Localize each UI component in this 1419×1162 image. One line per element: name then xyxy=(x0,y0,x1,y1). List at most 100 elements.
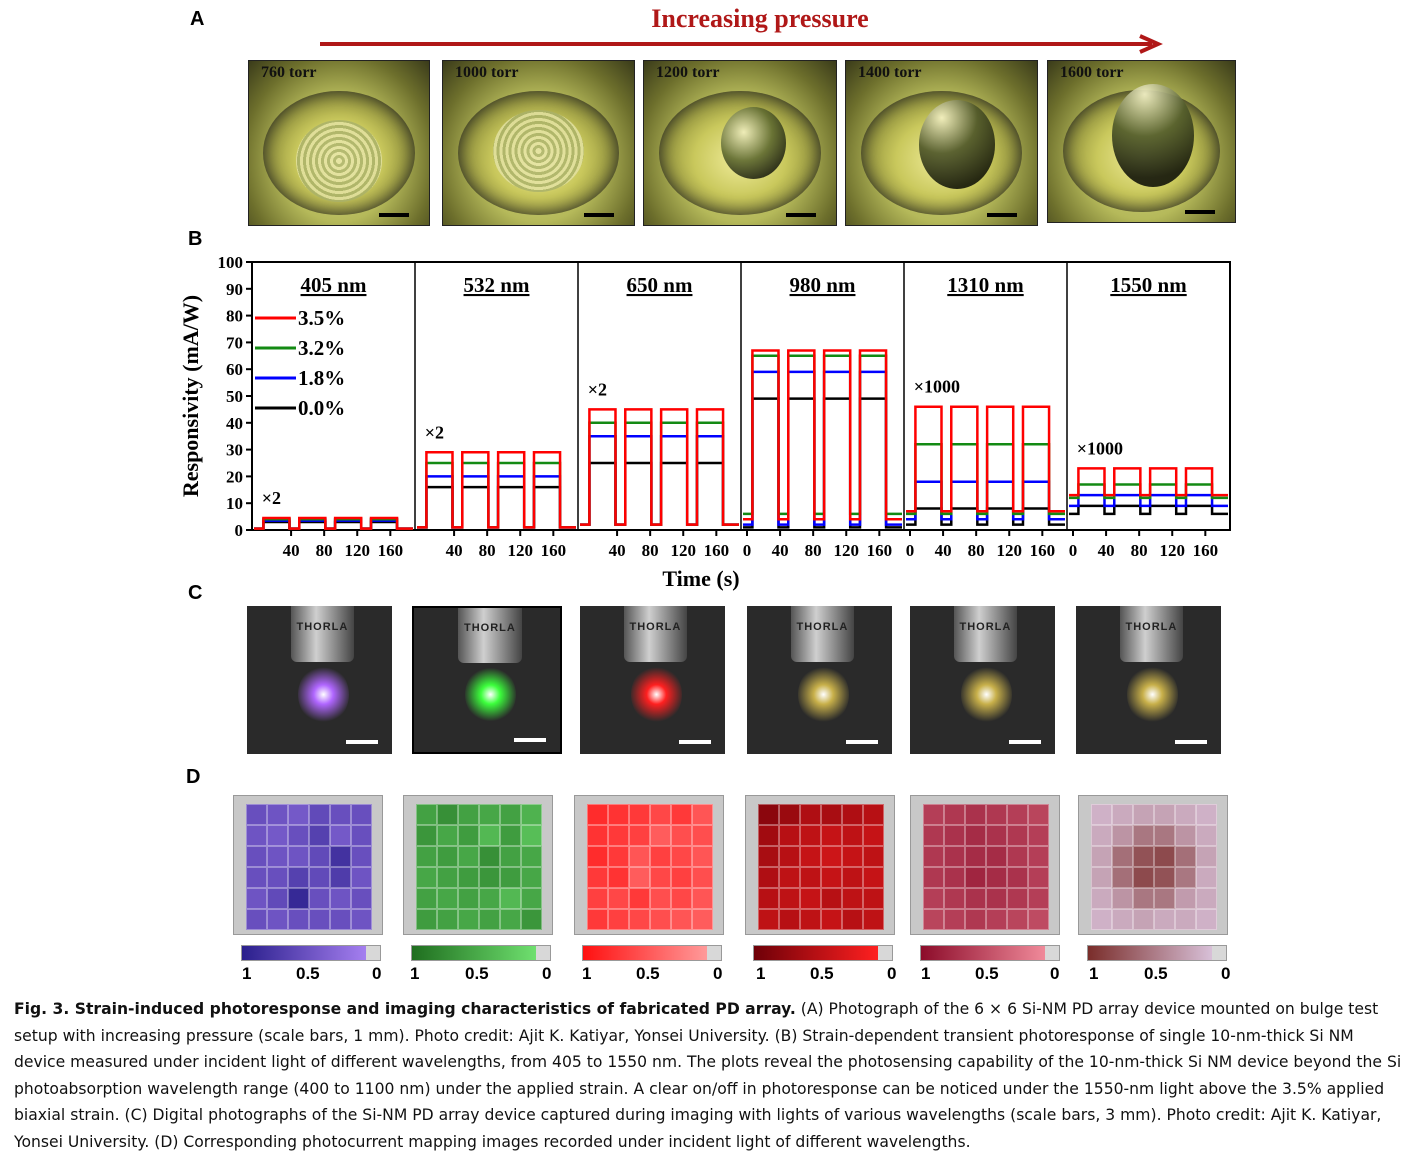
colorbar-label: 1 xyxy=(756,964,766,983)
map-cell xyxy=(800,909,821,930)
map-cell xyxy=(1007,804,1028,825)
map-cell xyxy=(608,888,629,909)
map-cell xyxy=(863,825,884,846)
photo-pressure-1: 760 torr xyxy=(248,60,430,226)
map-cell xyxy=(437,888,458,909)
map-cell xyxy=(779,804,800,825)
map-cell xyxy=(500,909,521,930)
y-tick-label: 70 xyxy=(226,333,243,352)
trace-3-5pct xyxy=(1069,467,1228,497)
map-cell xyxy=(1007,867,1028,888)
photo-imaging-3: THORLA xyxy=(580,606,725,754)
photocurrent-map-1 xyxy=(233,795,383,935)
x-tick-label: 120 xyxy=(670,541,696,560)
map-cell xyxy=(309,867,330,888)
x-tick-label: 40 xyxy=(772,541,789,560)
scale-bar xyxy=(846,740,878,744)
x-tick-label: 0 xyxy=(743,541,752,560)
map-cell xyxy=(1091,888,1112,909)
map-cell xyxy=(416,846,437,867)
scale-bar xyxy=(379,213,409,217)
map-cell xyxy=(923,825,944,846)
map-cell xyxy=(1133,888,1154,909)
colorbar-label: 1 xyxy=(1089,964,1099,983)
photo-imaging-4: THORLA xyxy=(747,606,892,754)
map-cell xyxy=(458,804,479,825)
trace-3-2pct xyxy=(580,421,739,526)
map-cell xyxy=(479,867,500,888)
map-cell xyxy=(671,804,692,825)
x-tick-label: 120 xyxy=(833,541,859,560)
trace-1-8pct xyxy=(906,480,1065,521)
trace-3-2pct xyxy=(1069,483,1228,500)
map-cell xyxy=(779,867,800,888)
map-cell xyxy=(267,867,288,888)
map-cell xyxy=(842,888,863,909)
map-cell xyxy=(608,846,629,867)
trace-3-5pct xyxy=(580,408,739,526)
map-cell xyxy=(330,846,351,867)
map-cell xyxy=(965,825,986,846)
map-cell xyxy=(521,804,542,825)
map-cell xyxy=(650,909,671,930)
map-cell xyxy=(309,804,330,825)
y-tick-label: 60 xyxy=(226,360,243,379)
x-axis-label: Time (s) xyxy=(662,566,739,591)
map-cell xyxy=(587,804,608,825)
map-cell xyxy=(1028,825,1049,846)
map-cell xyxy=(330,867,351,888)
map-cell xyxy=(1133,825,1154,846)
map-cell xyxy=(965,867,986,888)
map-cell xyxy=(1112,804,1133,825)
map-cell xyxy=(650,846,671,867)
multiplier-label: ×1000 xyxy=(1077,438,1123,458)
map-cell xyxy=(692,888,713,909)
map-cell xyxy=(650,804,671,825)
map-cell xyxy=(309,825,330,846)
x-tick-label: 80 xyxy=(479,541,496,560)
map-cell xyxy=(758,867,779,888)
scale-bar xyxy=(1009,740,1041,744)
scale-bar xyxy=(514,738,546,742)
map-cell xyxy=(608,825,629,846)
lens-text: THORLA xyxy=(959,620,1012,633)
colorbar-label: 1 xyxy=(410,964,420,983)
x-tick-label: 40 xyxy=(935,541,952,560)
map-cell xyxy=(965,846,986,867)
map-cell xyxy=(479,804,500,825)
map-cell xyxy=(692,846,713,867)
map-cell xyxy=(1175,846,1196,867)
map-cell xyxy=(309,909,330,930)
wavelength-title: 1310 nm xyxy=(947,273,1024,297)
map-cell xyxy=(330,804,351,825)
pressure-label: 760 torr xyxy=(261,64,317,81)
y-tick-label: 30 xyxy=(226,441,243,460)
map-cell xyxy=(587,867,608,888)
map-grid xyxy=(246,804,372,930)
map-cell xyxy=(500,825,521,846)
x-tick-label: 120 xyxy=(344,541,370,560)
map-cell xyxy=(1154,867,1175,888)
map-cell xyxy=(479,909,500,930)
map-cell xyxy=(842,909,863,930)
lens-text: THORLA xyxy=(629,620,682,633)
colorbar-2 xyxy=(411,945,551,961)
map-cell xyxy=(1175,888,1196,909)
map-cell xyxy=(267,804,288,825)
map-cell xyxy=(671,888,692,909)
photocurrent-map-2 xyxy=(403,795,553,935)
panel-label-b: B xyxy=(188,228,203,250)
map-cell xyxy=(1091,867,1112,888)
x-tick-label: 160 xyxy=(867,541,893,560)
map-cell xyxy=(1133,909,1154,930)
wavelength-title: 1550 nm xyxy=(1110,273,1187,297)
map-cell xyxy=(692,909,713,930)
colorbar-5 xyxy=(920,945,1060,961)
photocurrent-map-3 xyxy=(574,795,724,935)
trace-3-5pct xyxy=(743,349,902,521)
colorbar-label: 1 xyxy=(921,964,931,983)
y-tick-label: 40 xyxy=(226,414,243,433)
map-cell xyxy=(479,888,500,909)
pressure-label: 1600 torr xyxy=(1060,64,1124,81)
map-cell xyxy=(779,846,800,867)
